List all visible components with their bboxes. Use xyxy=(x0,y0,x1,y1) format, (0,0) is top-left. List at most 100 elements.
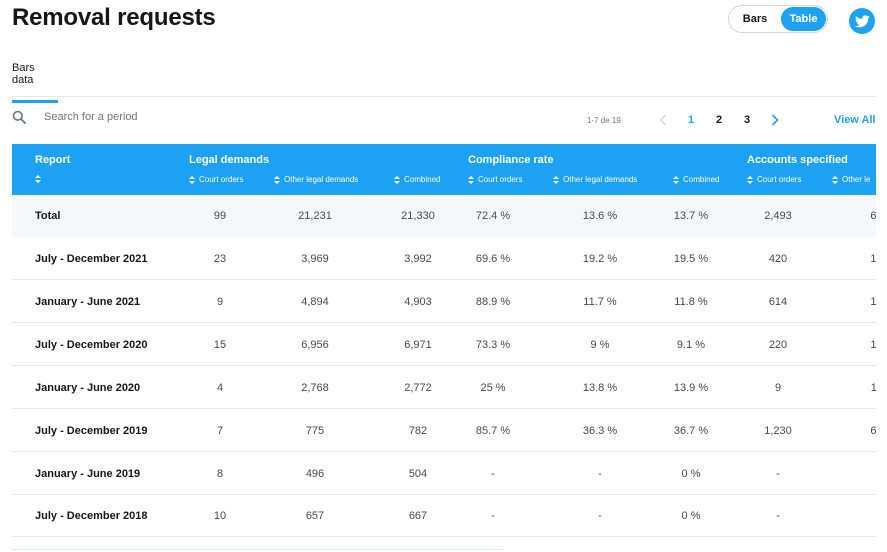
table-row: January - June 2021 9 4,894 4,903 88.9 % 11.7… xyxy=(12,281,876,323)
table-cell: - xyxy=(598,510,602,522)
sort-header-label: Combined xyxy=(683,175,720,184)
report-period-label: July - December 2018 xyxy=(35,510,148,522)
table-cell: 18, xyxy=(870,339,876,351)
table-row: January - June 2020 4 2,768 2,772 25 % 13.8 %… xyxy=(12,367,876,409)
table-cell: 88.9 % xyxy=(475,296,511,308)
table-cell: 2,768 xyxy=(301,382,329,394)
table-cell: 3,992 xyxy=(404,253,432,265)
report-period-label: Total xyxy=(35,210,61,222)
page-2-button[interactable]: 2 xyxy=(715,114,723,126)
sort-icon xyxy=(394,175,400,184)
table-row: January - June 2019 8 496 504 - - 0 % - - xyxy=(12,453,876,495)
table-row: July - December 2019 7 775 782 85.7 % 36.3 % 3… xyxy=(12,410,876,452)
report-header[interactable]: Report xyxy=(35,154,71,166)
horizontal-scrollbar[interactable] xyxy=(12,549,504,550)
page-1-button[interactable]: 1 xyxy=(687,114,695,126)
page-3-button[interactable]: 3 xyxy=(743,114,751,126)
group-header-legal-demands: Legal demands xyxy=(189,154,270,166)
table-cell: 13.7 % xyxy=(673,210,709,222)
tab-bars-data[interactable]: Bars data xyxy=(12,62,58,103)
report-sort-button[interactable] xyxy=(35,175,45,183)
table-cell: - xyxy=(776,510,780,522)
report-period-label: July - December 2021 xyxy=(35,253,148,265)
twitter-share-button[interactable] xyxy=(849,8,875,34)
table-cell: 9 xyxy=(774,382,782,394)
table-cell: 72.4 % xyxy=(475,210,511,222)
table-cell: 11.8 % xyxy=(674,296,708,308)
table-cell: 420 xyxy=(768,253,788,265)
next-page-button[interactable] xyxy=(761,114,789,126)
sort-header[interactable]: Combined xyxy=(394,175,440,184)
table-cell: 667 xyxy=(408,510,428,522)
table-cell: 85.7 % xyxy=(475,425,511,437)
sort-header[interactable]: Other legal demands xyxy=(553,175,637,184)
table-cell: 11, xyxy=(870,382,876,394)
sort-icon xyxy=(747,175,753,184)
view-all-link[interactable]: View All xyxy=(834,114,876,126)
sort-header[interactable]: Other le xyxy=(832,175,870,184)
table-cell: 10 xyxy=(213,510,227,522)
table-row: July - December 2021 23 3,969 3,992 69.6 % 19… xyxy=(12,238,876,280)
sort-header-label: Other legal demands xyxy=(284,175,359,184)
table-cell: - xyxy=(491,510,495,522)
search-icon xyxy=(12,110,26,124)
sort-header[interactable]: Other legal demands xyxy=(274,175,358,184)
table-cell: 67, xyxy=(870,210,876,222)
table-view-button[interactable]: Table xyxy=(781,7,826,31)
table-cell: 614 xyxy=(768,296,788,308)
table-cell: 7 xyxy=(216,425,224,437)
sort-icon xyxy=(553,175,559,184)
sort-header[interactable]: Combined xyxy=(673,175,719,184)
table-cell: 9.1 % xyxy=(676,339,706,351)
table-cell: 25 % xyxy=(480,382,506,394)
table-header: Report Legal demands Compliance rate Acc… xyxy=(12,144,876,195)
table-cell: 36.7 % xyxy=(673,425,709,437)
table-cell: 3,969 xyxy=(301,253,329,265)
sort-header[interactable]: Court orders xyxy=(189,175,243,184)
sort-icon xyxy=(468,175,474,184)
table-cell: 9 xyxy=(216,296,224,308)
table-cell: 0 % xyxy=(681,510,701,522)
chevron-right-icon xyxy=(771,114,779,126)
sort-header[interactable]: Court orders xyxy=(747,175,801,184)
sort-header-label: Combined xyxy=(404,175,441,184)
table-cell: - xyxy=(598,468,602,480)
table-cell: 220 xyxy=(768,339,788,351)
sort-header-label: Other le xyxy=(842,175,871,184)
table-cell: 19.5 % xyxy=(673,253,709,265)
table-cell: 2,772 xyxy=(404,382,432,394)
table-cell: 21,330 xyxy=(401,210,435,222)
group-header-compliance-rate: Compliance rate xyxy=(468,154,554,166)
table-cell: - xyxy=(838,495,876,537)
table-cell: 0 % xyxy=(681,468,701,480)
sort-header[interactable]: Court orders xyxy=(468,175,522,184)
table-cell: 13.6 % xyxy=(582,210,618,222)
table-cell: 9 % xyxy=(590,339,610,351)
table-cell: 1,230 xyxy=(764,425,792,437)
table-cell: 19.2 % xyxy=(582,253,618,265)
table-cell: 4,903 xyxy=(404,296,432,308)
search-input[interactable] xyxy=(44,111,244,123)
report-period-label: July - December 2020 xyxy=(35,339,148,351)
report-period-label: January - June 2020 xyxy=(35,382,141,394)
total-row: Total 99 21,231 21,330 72.4 % 13.6 % 13.7 % 2,4… xyxy=(12,195,876,237)
sort-header-label: Court orders xyxy=(478,175,523,184)
table-row: July - December 2020 15 6,956 6,971 73.3 % 9 … xyxy=(12,324,876,366)
group-header-accounts-specified: Accounts specified xyxy=(747,154,848,166)
sort-header-label: Other legal demands xyxy=(563,175,638,184)
pagination-range: 1-7 de 19 xyxy=(587,115,621,125)
table-cell: 657 xyxy=(305,510,325,522)
table-cell: 504 xyxy=(408,468,428,480)
page-title: Removal requests xyxy=(12,4,216,31)
table-cell: 496 xyxy=(305,468,325,480)
table-cell: 99 xyxy=(213,210,227,222)
table-cell: 4 xyxy=(216,382,224,394)
table-cell: 13.9 % xyxy=(673,382,709,394)
table-cell: 6,956 xyxy=(301,339,329,351)
table-cell: 4,894 xyxy=(301,296,329,308)
table-cell: - xyxy=(776,468,780,480)
report-period-label: July - December 2019 xyxy=(35,425,148,437)
sort-header-label: Court orders xyxy=(199,175,244,184)
bars-view-button[interactable]: Bars xyxy=(742,13,768,25)
prev-page-button[interactable] xyxy=(649,114,677,126)
